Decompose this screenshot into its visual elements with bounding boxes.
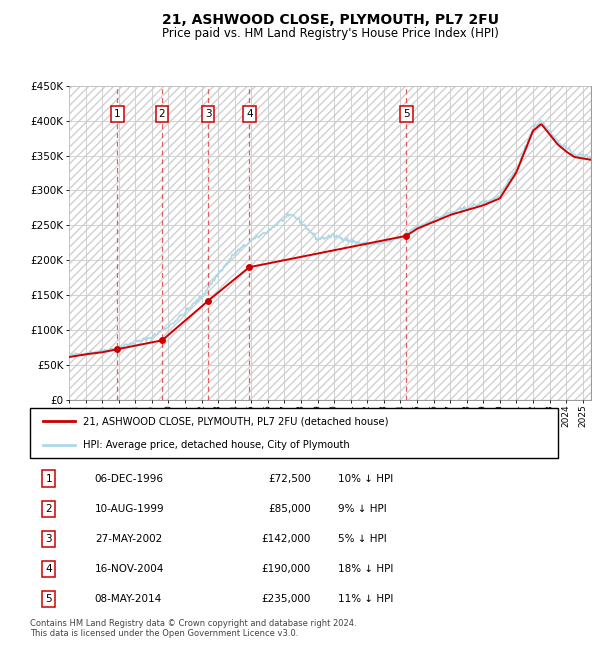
Text: 10% ↓ HPI: 10% ↓ HPI <box>338 474 393 484</box>
Text: £72,500: £72,500 <box>268 474 311 484</box>
Text: 08-MAY-2014: 08-MAY-2014 <box>95 594 162 604</box>
Text: 1: 1 <box>46 474 52 484</box>
Text: Contains HM Land Registry data © Crown copyright and database right 2024.
This d: Contains HM Land Registry data © Crown c… <box>30 619 356 638</box>
Text: £190,000: £190,000 <box>262 564 311 574</box>
Text: 21, ASHWOOD CLOSE, PLYMOUTH, PL7 2FU: 21, ASHWOOD CLOSE, PLYMOUTH, PL7 2FU <box>161 13 499 27</box>
Text: £142,000: £142,000 <box>262 534 311 544</box>
Text: 2: 2 <box>158 109 165 119</box>
Text: 3: 3 <box>46 534 52 544</box>
Text: 5: 5 <box>403 109 410 119</box>
Text: 06-DEC-1996: 06-DEC-1996 <box>95 474 164 484</box>
Text: 4: 4 <box>246 109 253 119</box>
Text: £235,000: £235,000 <box>262 594 311 604</box>
Text: HPI: Average price, detached house, City of Plymouth: HPI: Average price, detached house, City… <box>83 439 350 450</box>
Text: 21, ASHWOOD CLOSE, PLYMOUTH, PL7 2FU (detached house): 21, ASHWOOD CLOSE, PLYMOUTH, PL7 2FU (de… <box>83 416 388 426</box>
Text: 5: 5 <box>46 594 52 604</box>
Text: 2: 2 <box>46 504 52 514</box>
Text: 1: 1 <box>114 109 121 119</box>
Text: 27-MAY-2002: 27-MAY-2002 <box>95 534 162 544</box>
Text: Price paid vs. HM Land Registry's House Price Index (HPI): Price paid vs. HM Land Registry's House … <box>161 27 499 40</box>
Text: 3: 3 <box>205 109 212 119</box>
Text: 9% ↓ HPI: 9% ↓ HPI <box>338 504 386 514</box>
Text: 16-NOV-2004: 16-NOV-2004 <box>95 564 164 574</box>
Text: 18% ↓ HPI: 18% ↓ HPI <box>338 564 393 574</box>
Text: 5% ↓ HPI: 5% ↓ HPI <box>338 534 386 544</box>
Text: 11% ↓ HPI: 11% ↓ HPI <box>338 594 393 604</box>
Text: 4: 4 <box>46 564 52 574</box>
Text: 10-AUG-1999: 10-AUG-1999 <box>95 504 164 514</box>
Text: £85,000: £85,000 <box>268 504 311 514</box>
